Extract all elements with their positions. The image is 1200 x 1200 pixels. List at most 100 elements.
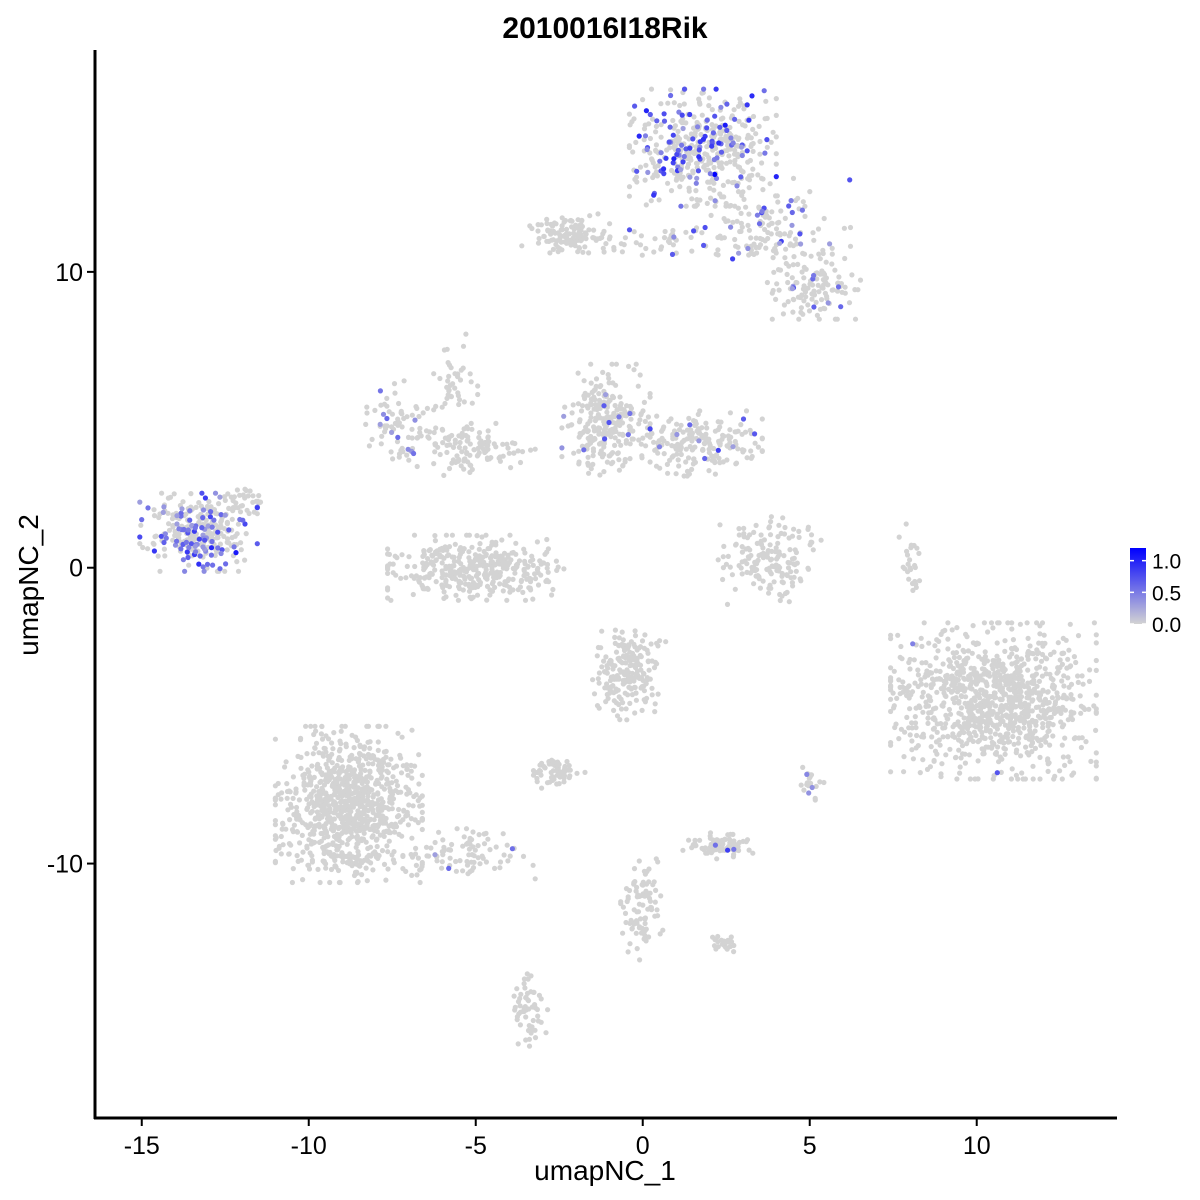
data-point (725, 847, 731, 853)
data-point (192, 543, 198, 549)
data-point (620, 904, 627, 910)
data-point (594, 407, 600, 413)
data-point (569, 410, 575, 416)
data-point (385, 849, 391, 855)
data-point (999, 685, 1006, 691)
data-point (234, 487, 240, 493)
data-point (680, 125, 686, 132)
data-point (218, 550, 224, 557)
data-point (405, 446, 411, 452)
data-point (727, 410, 734, 416)
data-point (652, 236, 658, 242)
data-point (588, 466, 594, 472)
data-point (467, 371, 473, 377)
data-point (769, 548, 775, 555)
data-point (230, 505, 236, 511)
data-point (588, 410, 594, 416)
data-point (467, 565, 473, 571)
data-point (763, 245, 769, 251)
data-point (922, 674, 928, 680)
data-point (475, 557, 481, 563)
data-point (693, 188, 699, 194)
data-point (201, 568, 207, 574)
data-point (919, 643, 925, 650)
data-point (289, 879, 295, 886)
data-point (625, 432, 631, 438)
data-point (600, 369, 606, 375)
data-point (712, 113, 718, 119)
data-point (934, 689, 940, 695)
data-point (735, 205, 742, 211)
data-point (811, 292, 818, 298)
data-point (847, 177, 853, 183)
data-point (624, 717, 630, 723)
data-point (310, 751, 316, 757)
data-point (671, 100, 677, 106)
y-axis-ticks: 100-10 (47, 259, 95, 879)
data-point (732, 438, 738, 445)
data-point (852, 316, 859, 322)
data-point (697, 837, 703, 843)
data-point (984, 711, 991, 717)
data-point (639, 707, 645, 714)
data-point (1025, 667, 1031, 673)
data-point (386, 829, 392, 836)
data-point (530, 768, 537, 774)
data-point (582, 390, 588, 396)
data-point (497, 859, 504, 865)
data-point (471, 853, 477, 859)
data-point (708, 160, 714, 166)
data-point (323, 821, 329, 827)
data-point (545, 228, 551, 234)
x-tick-label: -5 (465, 1132, 487, 1160)
data-point (1088, 758, 1094, 765)
data-point (545, 1007, 551, 1013)
data-point (431, 407, 437, 413)
data-point (394, 783, 401, 789)
data-point (1061, 673, 1067, 679)
data-point (575, 249, 581, 255)
data-point (532, 1005, 539, 1011)
data-point (526, 1043, 533, 1049)
data-point (570, 402, 576, 408)
data-point (342, 798, 348, 805)
data-point (603, 392, 609, 398)
data-point (795, 294, 802, 300)
data-point (1051, 686, 1057, 692)
data-point (1039, 620, 1046, 626)
data-point (643, 938, 649, 944)
data-point (157, 568, 163, 574)
data-point (453, 868, 459, 874)
data-point (364, 410, 370, 416)
data-point (405, 822, 411, 828)
data-point (243, 531, 249, 537)
data-point (379, 813, 385, 819)
data-point (816, 251, 822, 257)
data-point (732, 236, 738, 243)
data-point (773, 193, 779, 199)
data-point (940, 703, 946, 709)
data-point (384, 395, 390, 401)
data-point (534, 567, 541, 573)
data-point (529, 553, 535, 559)
data-point (739, 431, 745, 437)
data-point (835, 280, 841, 286)
data-point (1001, 745, 1007, 751)
data-point (795, 195, 801, 201)
data-point (709, 107, 715, 113)
data-point (661, 111, 667, 117)
data-point (223, 561, 229, 567)
data-point (949, 627, 955, 633)
data-point (538, 996, 544, 1002)
data-point (801, 275, 807, 281)
data-point (444, 449, 450, 455)
data-point (521, 566, 527, 573)
data-point (732, 116, 738, 122)
data-point (1041, 632, 1047, 638)
data-point (934, 721, 940, 727)
data-point (636, 645, 642, 651)
data-point (750, 126, 756, 132)
legend-tick-label: 1.0 (1152, 551, 1181, 574)
data-point (1007, 713, 1013, 719)
data-point (791, 297, 797, 303)
